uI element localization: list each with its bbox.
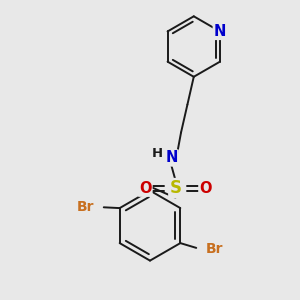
Text: S: S xyxy=(169,179,181,197)
Text: N: N xyxy=(165,151,178,166)
Text: Br: Br xyxy=(77,200,94,214)
Text: Br: Br xyxy=(206,242,223,256)
Text: H: H xyxy=(152,148,163,160)
Text: N: N xyxy=(214,24,226,39)
Text: O: O xyxy=(139,181,152,196)
Text: O: O xyxy=(200,181,212,196)
